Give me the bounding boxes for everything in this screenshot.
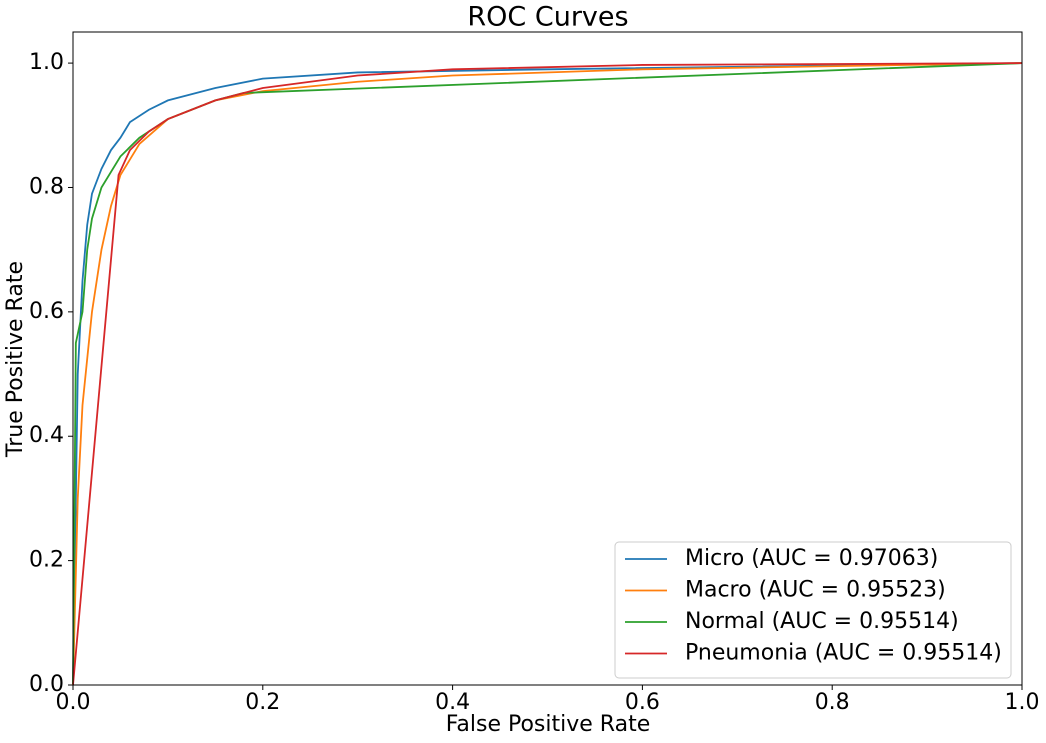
legend-label: Macro (AUC = 0.95523) <box>685 578 946 603</box>
y-tick-label: 0.0 <box>29 672 64 697</box>
roc-line <box>72 62 1023 686</box>
x-axis-label: False Positive Rate <box>446 712 650 737</box>
roc-line <box>72 62 1023 686</box>
x-tick-label: 0.6 <box>625 690 660 715</box>
legend-label: Micro (AUC = 0.97063) <box>685 546 938 571</box>
x-tick-label: 0.4 <box>435 690 470 715</box>
plot-frame <box>72 31 1023 686</box>
x-tick-label: 0.2 <box>245 690 280 715</box>
y-tick-label: 0.4 <box>29 423 64 448</box>
x-tick-label: 0.0 <box>56 690 91 715</box>
y-tick-label: 0.8 <box>29 174 64 199</box>
y-tick-label: 0.6 <box>29 299 64 324</box>
legend-label: Pneumonia (AUC = 0.95514) <box>685 641 1002 666</box>
x-tick-label: 1.0 <box>1005 690 1040 715</box>
legend-box <box>614 541 1012 679</box>
legend-label: Normal (AUC = 0.95514) <box>685 609 959 634</box>
x-tick-label: 0.8 <box>815 690 850 715</box>
roc-line <box>72 62 1023 686</box>
y-tick-label: 1.0 <box>29 50 64 75</box>
y-tick-label: 0.2 <box>29 548 64 573</box>
chart-title: ROC Curves <box>467 2 628 33</box>
y-axis-label: True Positive Rate <box>3 261 28 458</box>
